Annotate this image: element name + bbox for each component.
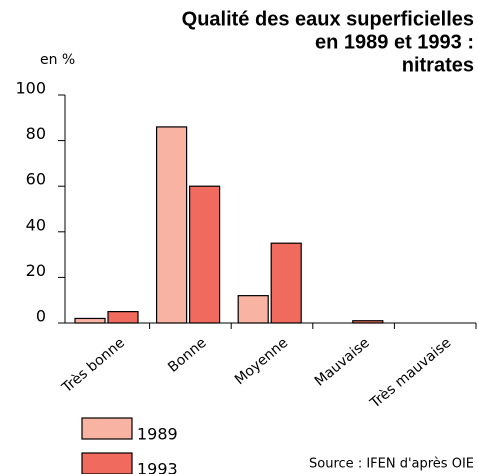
y-tick-label: 20 xyxy=(26,261,46,280)
chart-title: nitrates xyxy=(402,54,474,76)
bar xyxy=(237,295,269,324)
y-tick-label: 0 xyxy=(36,307,46,326)
bar xyxy=(270,242,302,324)
y-tick-label: 40 xyxy=(26,215,46,234)
bar xyxy=(107,311,139,324)
bar xyxy=(74,317,106,324)
x-tick-label: Mauvaise xyxy=(312,335,373,390)
x-tick-label: Très bonne xyxy=(59,335,128,397)
x-tick-label: Bonne xyxy=(165,335,209,376)
x-tick-label: Moyenne xyxy=(232,335,291,388)
legend-label: 1993 xyxy=(137,460,178,474)
x-tick-label: Très mauvaise xyxy=(367,335,455,412)
y-axis-label: en % xyxy=(40,52,75,68)
y-tick-label: 100 xyxy=(15,79,46,98)
bar xyxy=(156,126,188,324)
chart-title: en 1989 et 1993 : xyxy=(315,31,474,53)
bar xyxy=(189,185,221,324)
y-tick-label: 80 xyxy=(26,124,46,143)
y-tick-label: 60 xyxy=(26,170,46,189)
source: Source : IFEN d'après OIE xyxy=(309,457,474,472)
chart-title: Qualité des eaux superficielles xyxy=(182,8,474,30)
legend-swatch xyxy=(81,452,133,474)
legend-swatch xyxy=(81,417,133,440)
legend-label: 1989 xyxy=(137,425,178,444)
bar xyxy=(352,320,384,324)
